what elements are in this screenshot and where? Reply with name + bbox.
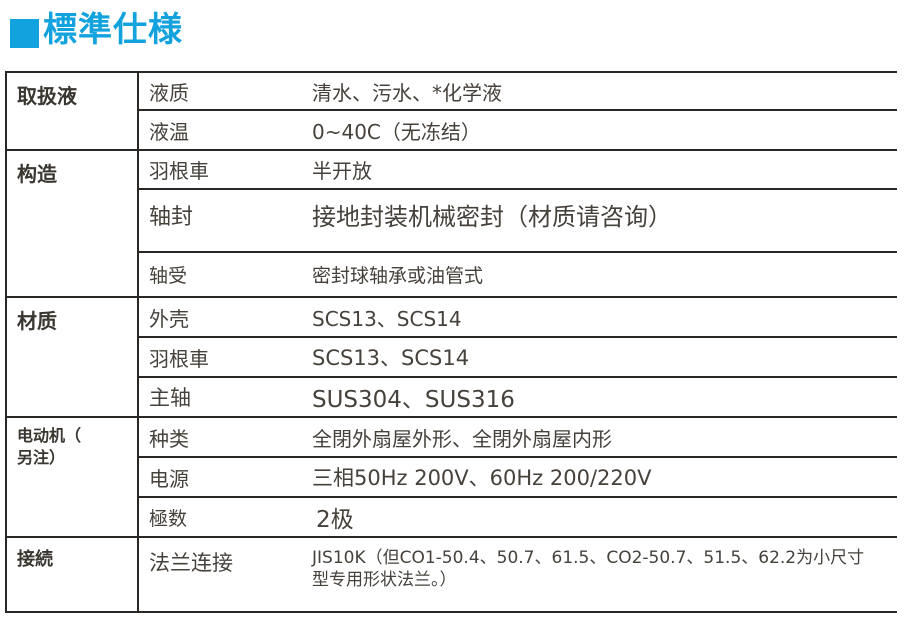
spec-value: 全閉外扇屋外形、全閉外扇屋内形 — [308, 416, 897, 457]
spec-label: 液温 — [138, 109, 308, 150]
group-cell-handled-liquid: 取扱液 — [5, 71, 139, 150]
table-row: 电动机（ 另注） 种类 全閉外扇屋外形、全閉外扇屋内形 — [5, 416, 897, 537]
spec-value: SCS13、SCS14 — [308, 336, 897, 377]
table-row: 构造 羽根車 半开放 — [5, 149, 897, 297]
spec-value: 2极 — [308, 496, 897, 537]
table-row: 轴受 密封球轴承或油管式 — [6, 251, 897, 297]
spec-value: JIS10K（但CO1-50.4、50.7、61.5、CO2-50.7、51.5… — [308, 536, 897, 612]
spec-label: 法兰连接 — [138, 536, 308, 612]
spec-label: 电源 — [138, 456, 308, 497]
spec-value-text: JIS10K（但CO1-50.4、50.7、61.5、CO2-50.7、51.5… — [312, 548, 865, 591]
spec-label: 种类 — [138, 416, 308, 457]
spec-table: 取扱液 液质 清水、污水、*化学液 液温 0~40C（无冻结） 构造 羽根車 半… — [5, 71, 897, 613]
spec-label: 轴受 — [138, 251, 308, 297]
spec-label: 外壳 — [138, 296, 308, 337]
table-row: 羽根車 SCS13、SCS14 — [6, 336, 897, 377]
spec-value: 密封球轴承或油管式 — [308, 251, 897, 297]
table-row: 电源 三相50Hz 200V、60Hz 200/220V — [6, 456, 897, 497]
group-cell-material: 材质 — [5, 296, 139, 417]
table-row: 材质 外壳 SCS13、SCS14 — [5, 296, 897, 417]
page-title: 標準仕様 — [10, 10, 183, 51]
spec-value: 0~40C（无冻结） — [308, 109, 897, 150]
page-title-text: 標準仕様 — [43, 10, 183, 50]
spec-label: 液质 — [138, 71, 308, 110]
table-row: 主轴 SUS304、SUS316 — [6, 376, 897, 417]
spec-value: SUS304、SUS316 — [308, 376, 897, 417]
group-cell-motor: 电动机（ 另注） — [5, 416, 139, 537]
table-row: 接続 法兰连接 JIS10K（但CO1-50.4、50.7、61.5、CO2-5… — [5, 536, 897, 612]
table-row: 取扱液 液质 清水、污水、*化学液 — [5, 71, 897, 150]
spec-value: 接地封装机械密封（材质请咨询） — [308, 188, 897, 252]
title-square-icon — [10, 18, 39, 48]
table-row: 極数 2极 — [6, 496, 897, 537]
group-cell-construction: 构造 — [5, 149, 139, 297]
table-row: 轴封 接地封装机械密封（材质请咨询） — [6, 188, 897, 252]
spec-label: 主轴 — [138, 376, 308, 417]
spec-value: 清水、污水、*化学液 — [308, 71, 897, 110]
spec-label: 羽根車 — [138, 149, 308, 189]
group-cell-connection: 接続 — [5, 536, 139, 612]
spec-label: 轴封 — [138, 188, 308, 252]
spec-value: 半开放 — [308, 149, 897, 189]
table-row: 液温 0~40C（无冻结） — [6, 109, 897, 150]
spec-value: 三相50Hz 200V、60Hz 200/220V — [308, 456, 897, 497]
spec-label: 羽根車 — [138, 336, 308, 377]
spec-value: SCS13、SCS14 — [308, 296, 897, 337]
spec-label: 極数 — [138, 496, 308, 537]
